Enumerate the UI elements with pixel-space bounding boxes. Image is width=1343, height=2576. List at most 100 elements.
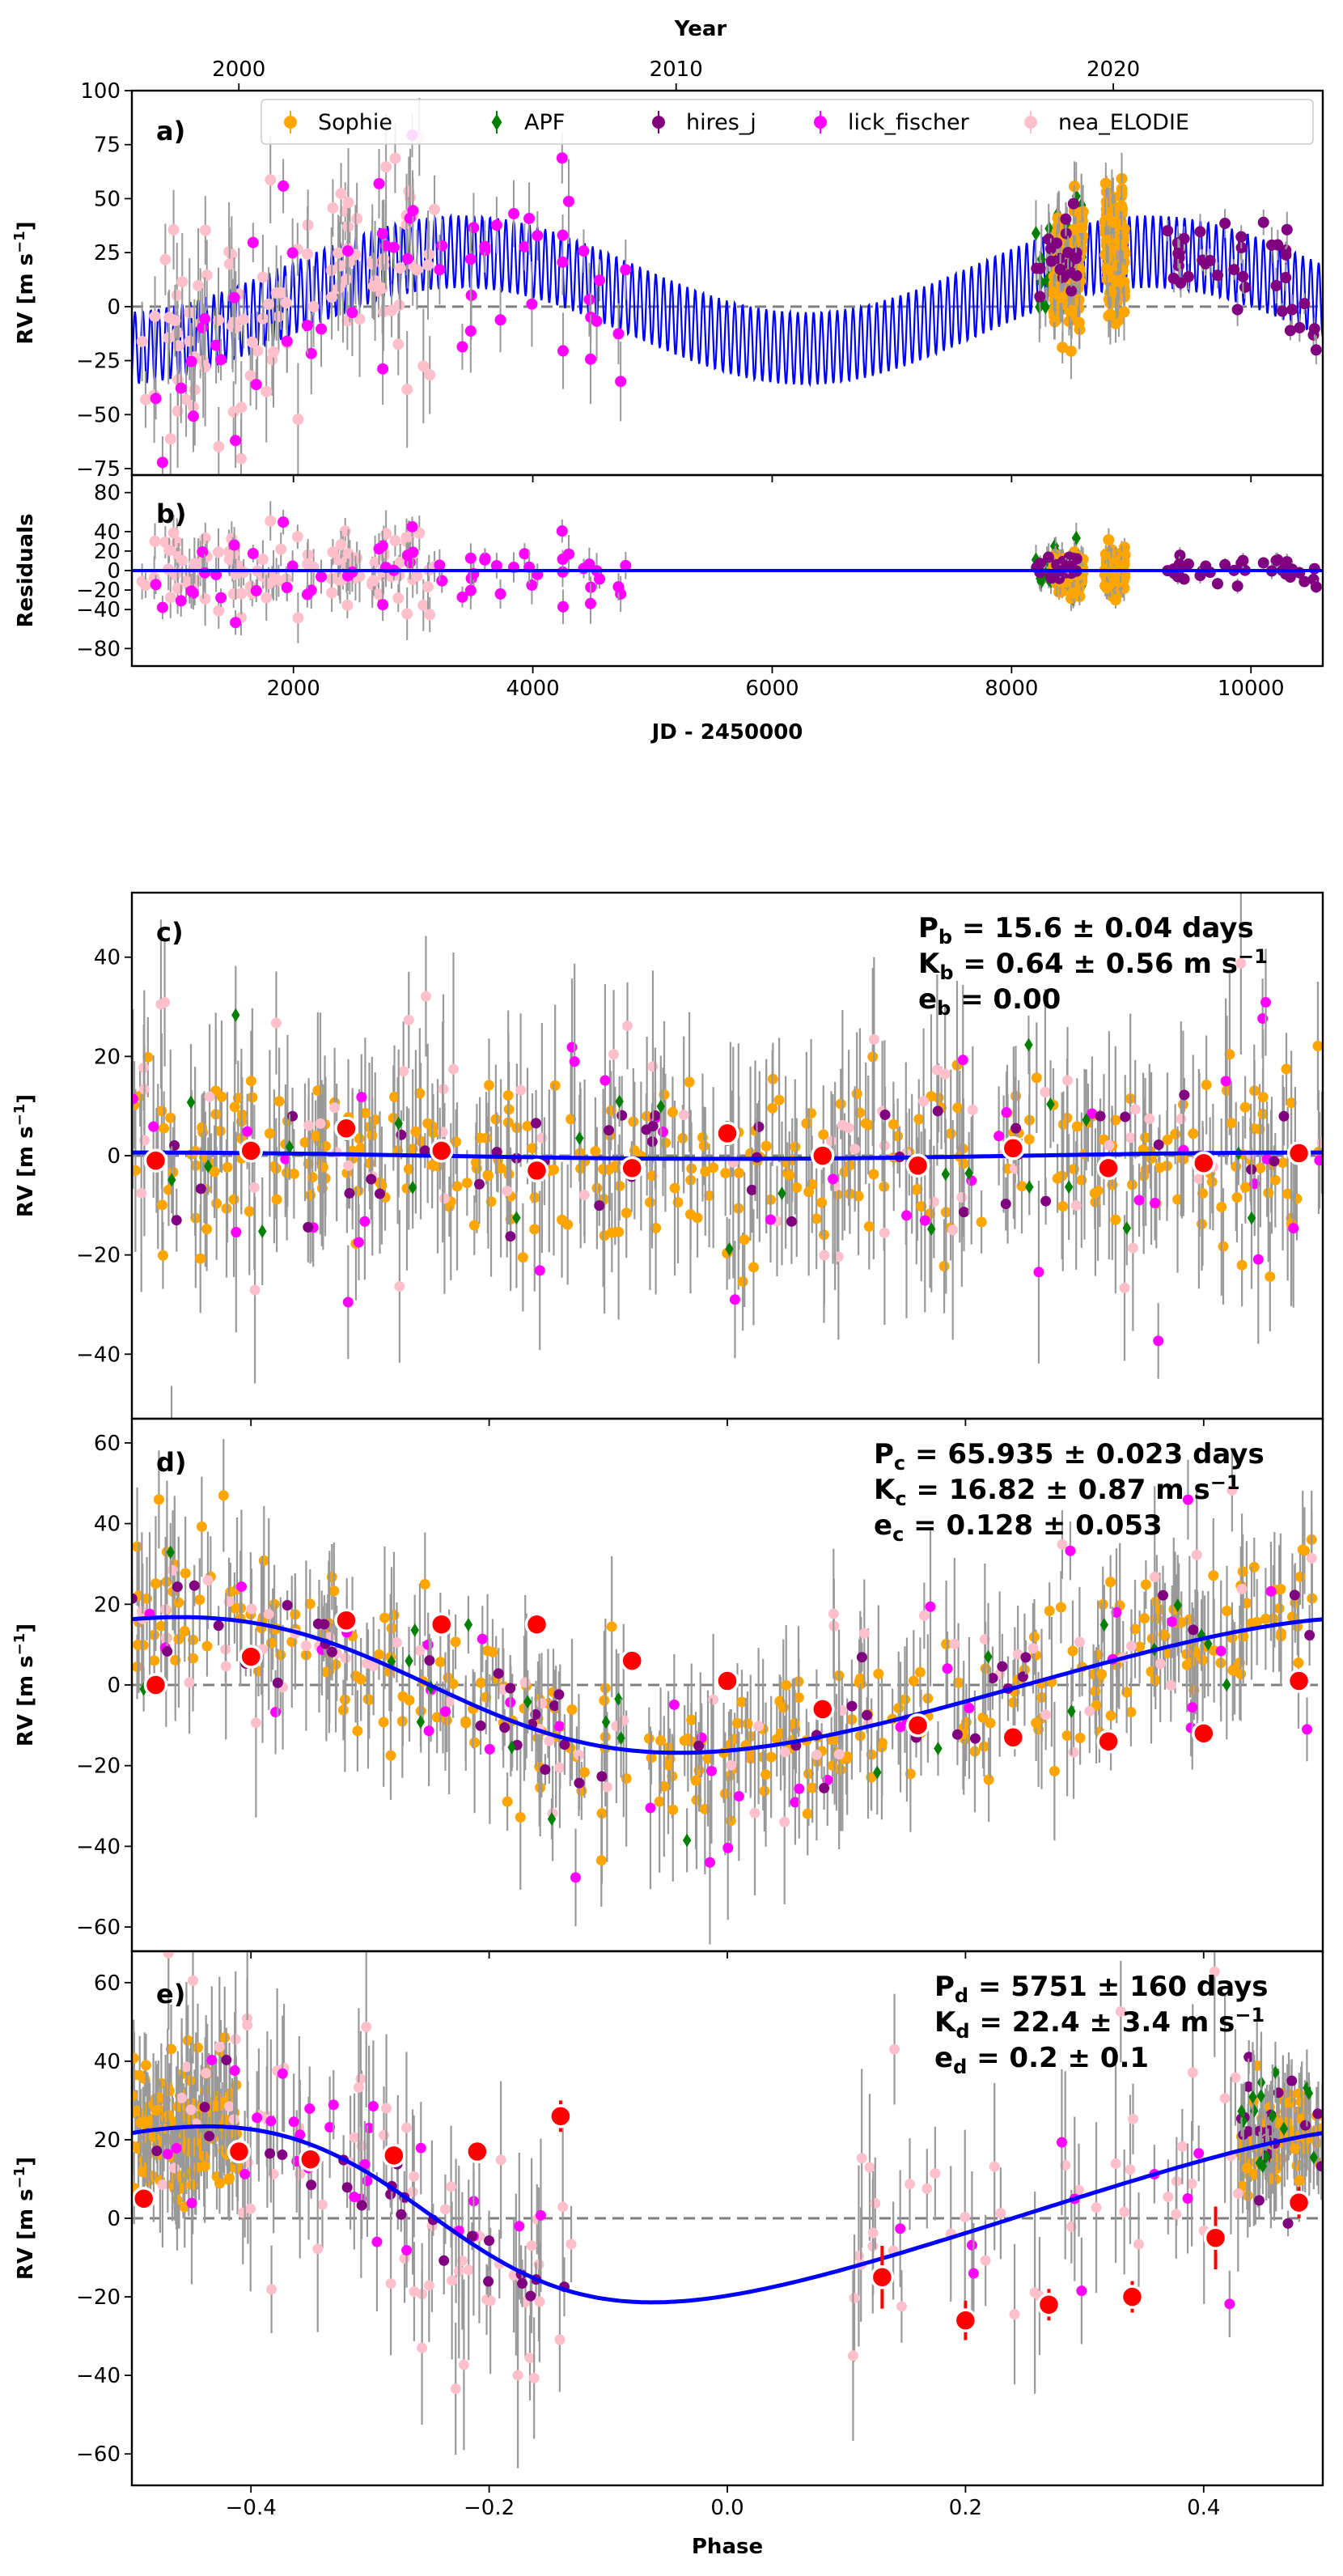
point-Sophie <box>1057 1118 1069 1130</box>
point-lick_fischer <box>794 1783 805 1794</box>
residual-nea_ELODIE <box>176 554 189 567</box>
point-lick_fischer <box>156 456 168 469</box>
residual-lick_fischer <box>406 520 418 533</box>
point-hires_j <box>1158 1589 1169 1601</box>
point-Sophie <box>938 1261 950 1272</box>
point-lick_fischer <box>594 274 606 286</box>
point-lick_fischer <box>422 1639 434 1650</box>
point-Sophie <box>853 1190 864 1202</box>
point-Sophie <box>194 1594 205 1606</box>
point-lick_fischer <box>733 1791 744 1802</box>
point-APF <box>464 1618 473 1632</box>
point-lick_fischer <box>1260 997 1272 1008</box>
point-Sophie <box>388 1112 399 1123</box>
point-nea_ELODIE <box>843 1122 854 1134</box>
point-hires_j <box>997 1661 1008 1672</box>
point-nea_ELODIE <box>398 1066 409 1077</box>
point-hires_j <box>1000 1199 1011 1210</box>
point-nea_ELODIE <box>275 286 287 299</box>
point-APF <box>927 1222 936 1237</box>
point-lick_fischer <box>228 291 240 303</box>
residual-nea_ELODIE <box>275 543 287 555</box>
panel-b-data <box>132 501 1323 643</box>
ytick-label: 100 <box>80 79 121 104</box>
residual-nea_ELODIE <box>424 609 436 621</box>
point-lick_fischer <box>828 1173 839 1185</box>
point-nea_ELODIE <box>819 1250 830 1261</box>
residual-nea_ELODIE <box>265 515 277 527</box>
point-nea_ELODIE <box>180 393 193 405</box>
point-nea_ELODIE <box>184 1677 195 1688</box>
point-nea_ELODIE <box>226 248 238 261</box>
point-Sophie <box>684 1208 696 1220</box>
point-hires_j <box>189 1580 200 1591</box>
point-nea_ELODIE <box>544 1735 555 1746</box>
ytick-label: 40 <box>94 946 121 970</box>
point-lick_fischer <box>612 328 625 340</box>
point-Sophie <box>945 1128 956 1139</box>
point-lick_fischer <box>456 341 468 353</box>
residual-lick_fischer <box>526 579 538 592</box>
point-lick_fischer <box>1220 1076 1231 1087</box>
point-lick_fischer <box>171 2142 182 2154</box>
point-Sophie <box>330 1659 341 1670</box>
point-Sophie <box>1076 222 1088 234</box>
point-Sophie <box>415 1135 426 1147</box>
point-nea_ELODIE <box>341 274 353 286</box>
residual-hires_j <box>1174 550 1186 562</box>
point-lick_fischer <box>1314 1155 1323 1166</box>
ytick-label: −50 <box>76 403 121 427</box>
point-Sophie <box>379 1612 390 1623</box>
point-hires_j <box>641 1124 652 1135</box>
point-APF <box>682 1833 692 1848</box>
point-Sophie <box>682 1733 693 1744</box>
point-nea_ELODIE <box>1068 1746 1079 1758</box>
panel-c-tag: c) <box>156 917 184 948</box>
point-nea_ELODIE <box>1165 1679 1176 1691</box>
point-hires_j <box>1153 1139 1164 1151</box>
point-Sophie <box>481 1691 492 1703</box>
residual-lick_fischer <box>228 539 240 551</box>
point-APF <box>941 1167 951 1182</box>
residual-nea_ELODIE <box>327 546 339 558</box>
point-hires_j <box>594 1200 605 1212</box>
residual-nea_ELODIE <box>394 556 406 568</box>
point-lick_fischer <box>401 2245 413 2256</box>
point-lick_fischer <box>353 1237 364 1248</box>
annotation-line: eb = 0.00 <box>918 983 1061 1020</box>
point-nea_ELODIE <box>833 1749 845 1760</box>
point-Sophie <box>219 2032 231 2043</box>
binned-point <box>1096 1729 1121 1754</box>
point-lick_fischer <box>187 410 199 422</box>
point-hires_j <box>1120 1111 1131 1122</box>
point-lick_fischer <box>239 2168 251 2179</box>
point-Sophie <box>985 1717 996 1729</box>
binned-point <box>334 1608 358 1632</box>
point-Sophie <box>739 1234 750 1246</box>
point-Sophie <box>684 1076 695 1088</box>
point-lick_fischer <box>231 1227 242 1238</box>
point-Sophie <box>288 1168 299 1179</box>
point-Sophie <box>803 1186 815 1198</box>
point-nea_ELODIE <box>1070 1200 1082 1212</box>
point-nea_ELODIE <box>327 202 339 214</box>
point-Sophie <box>1100 263 1112 275</box>
point-APF <box>964 1166 973 1181</box>
binned-point <box>715 1669 739 1693</box>
point-Sophie <box>1061 1730 1073 1742</box>
point-nea_ELODIE <box>918 1096 930 1107</box>
annotation-line: Kc = 16.82 ± 0.87 m s−1 <box>874 1471 1240 1510</box>
point-nea_ELODIE <box>171 289 183 301</box>
panel-e-data <box>132 1951 1323 2468</box>
point-nea_ELODIE <box>1040 1709 1052 1721</box>
point-Sophie <box>605 1105 616 1116</box>
point-nea_ELODIE <box>263 1608 274 1619</box>
point-lick_fischer <box>186 2197 197 2209</box>
residual-nea_ELODIE <box>341 599 354 611</box>
point-hires_j <box>282 1599 293 1611</box>
point-lick_fischer <box>1001 1107 1012 1118</box>
point-Sophie <box>1269 1174 1281 1186</box>
point-hires_j <box>958 1207 969 1218</box>
